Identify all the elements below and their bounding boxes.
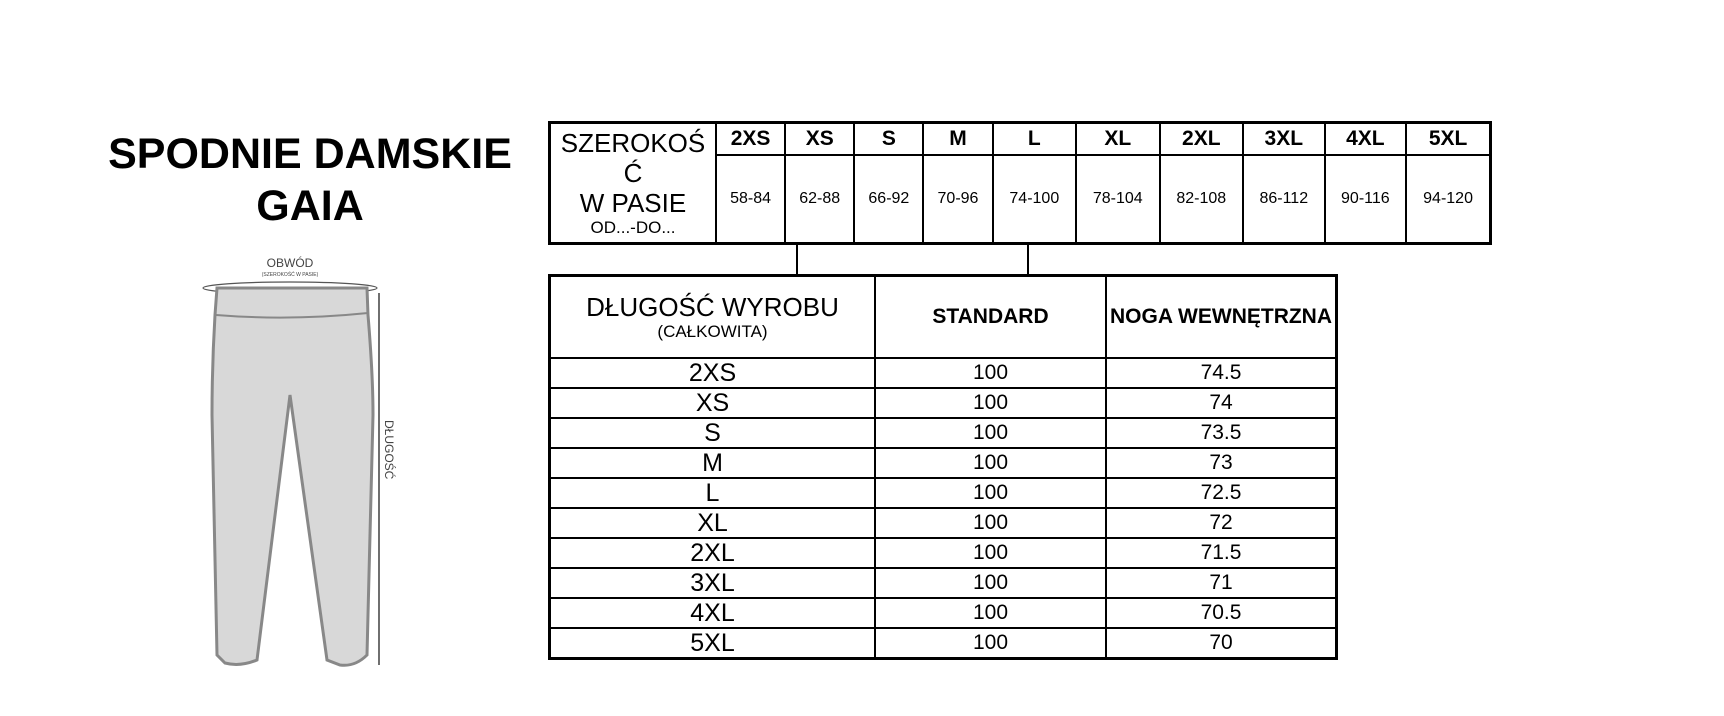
size-header: XS — [784, 121, 856, 156]
inseam-cell: 72 — [1105, 506, 1338, 539]
length-label: DŁUGOŚĆ — [382, 420, 397, 480]
length-label-cell: DŁUGOŚĆ WYROBU (CAŁKOWITA) — [548, 274, 876, 359]
standard-cell: 100 — [874, 356, 1107, 389]
circumference-sublabel: (SZEROKOŚĆ W PASIE) — [262, 270, 319, 278]
size-header: 3XL — [1242, 121, 1326, 156]
size-cell: 5XL — [548, 626, 876, 659]
size-cell: 4XL — [548, 596, 876, 629]
size-header: XL — [1075, 121, 1161, 156]
connector-line — [796, 245, 798, 275]
inseam-cell: 74 — [1105, 386, 1338, 419]
waist-value: 62-88 — [784, 154, 856, 245]
waist-value: 82-108 — [1158, 154, 1245, 245]
waist-value: 70-96 — [922, 154, 994, 245]
pants-shape — [210, 286, 375, 667]
page-title: SPODNIE DAMSKIE GAIA — [60, 128, 560, 232]
standard-cell: 100 — [874, 476, 1107, 509]
size-cell: XL — [548, 506, 876, 539]
size-cell: 2XS — [548, 356, 876, 389]
length-table: DŁUGOŚĆ WYROBU (CAŁKOWITA) STANDARD NOGA… — [548, 274, 1338, 660]
waist-value: 74-100 — [991, 154, 1078, 245]
waist-label-cell: SZEROKOŚ Ć W PASIE OD...-DO... — [548, 121, 717, 245]
size-header: S — [853, 121, 925, 156]
title-line-1: SPODNIE DAMSKIE — [108, 130, 512, 178]
size-header: 2XS — [714, 121, 787, 156]
waistband-line — [215, 312, 369, 319]
inseam-cell: 70 — [1105, 626, 1338, 659]
table-row: 4XL 100 70.5 — [548, 596, 1338, 629]
inseam-cell: 73.5 — [1105, 416, 1338, 449]
waist-value: 78-104 — [1075, 154, 1161, 245]
waist-value: 94-120 — [1405, 154, 1492, 245]
waist-value: 66-92 — [853, 154, 925, 245]
size-header: L — [991, 121, 1078, 156]
size-header: M — [922, 121, 994, 156]
table-row: 3XL 100 71 — [548, 566, 1338, 599]
inseam-cell: 70.5 — [1105, 596, 1338, 629]
size-header: 2XL — [1158, 121, 1245, 156]
length-header-sub: (CAŁKOWITA) — [657, 321, 768, 341]
inseam-cell: 71.5 — [1105, 536, 1338, 569]
waist-size-table: SZEROKOŚ Ć W PASIE OD...-DO... 2XS XS S … — [548, 121, 1492, 245]
waist-value: 86-112 — [1242, 154, 1326, 245]
standard-cell: 100 — [874, 446, 1107, 479]
table-row: 2XS 100 74.5 — [548, 356, 1338, 389]
size-cell: XS — [548, 386, 876, 419]
size-header: 5XL — [1405, 121, 1492, 156]
table-row: XL 100 72 — [548, 506, 1338, 539]
standard-cell: 100 — [874, 416, 1107, 449]
inseam-cell: 72.5 — [1105, 476, 1338, 509]
title-line-2: GAIA — [256, 182, 364, 230]
size-cell: M — [548, 446, 876, 479]
inseam-cell: 74.5 — [1105, 356, 1338, 389]
table-row: XS 100 74 — [548, 386, 1338, 419]
standard-cell: 100 — [874, 536, 1107, 569]
pants-diagram: OBWÓD (SZEROKOŚĆ W PASIE) DŁUGOŚĆ — [202, 255, 397, 667]
table-row: M 100 73 — [548, 446, 1338, 479]
size-header: 4XL — [1323, 121, 1408, 156]
size-cell: L — [548, 476, 876, 509]
standard-header: STANDARD — [874, 274, 1107, 359]
inseam-cell: 71 — [1105, 566, 1338, 599]
waist-label-3: W PASIE — [579, 188, 687, 218]
standard-cell: 100 — [874, 386, 1107, 419]
table-row: 2XL 100 71.5 — [548, 536, 1338, 569]
waist-value: 90-116 — [1323, 154, 1408, 245]
standard-cell: 100 — [874, 506, 1107, 539]
size-cell: S — [548, 416, 876, 449]
waist-value: 58-84 — [714, 154, 787, 245]
length-header-label: DŁUGOŚĆ WYROBU — [586, 291, 839, 322]
waist-label-2: Ć — [623, 158, 643, 188]
table-row: L 100 72.5 — [548, 476, 1338, 509]
inseam-header: NOGA WEWNĘTRZNA — [1105, 274, 1338, 359]
table-row: S 100 73.5 — [548, 416, 1338, 449]
size-cell: 3XL — [548, 566, 876, 599]
connector-line — [1027, 245, 1029, 275]
waist-label-sub: OD...-DO... — [590, 218, 676, 237]
waist-label-1: SZEROKOŚ — [560, 128, 706, 158]
standard-cell: 100 — [874, 566, 1107, 599]
size-cell: 2XL — [548, 536, 876, 569]
standard-cell: 100 — [874, 596, 1107, 629]
circumference-label: OBWÓD — [267, 255, 314, 270]
standard-cell: 100 — [874, 626, 1107, 659]
inseam-cell: 73 — [1105, 446, 1338, 479]
table-row: 5XL 100 70 — [548, 626, 1338, 659]
